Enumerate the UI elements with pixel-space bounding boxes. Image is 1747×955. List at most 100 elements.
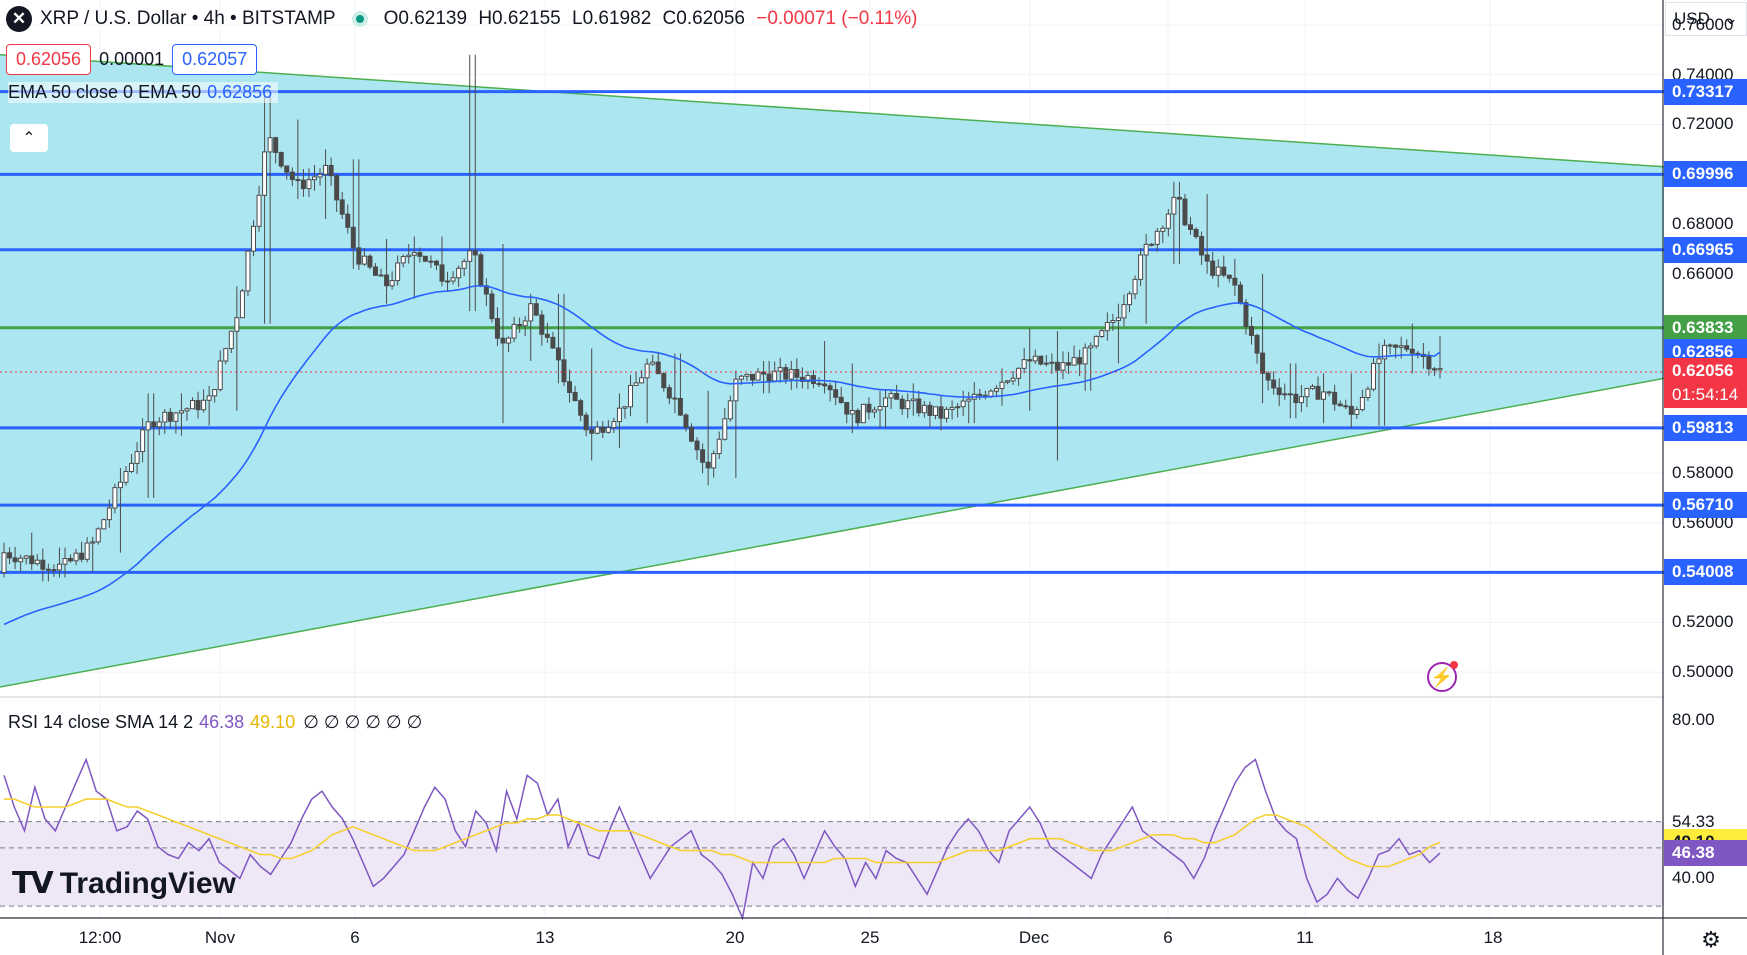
candle-body xyxy=(993,388,999,392)
candle-body xyxy=(267,137,273,153)
candle-body xyxy=(273,137,279,153)
candle-body xyxy=(1115,317,1121,322)
price-tick-label: 0.66000 xyxy=(1672,263,1734,283)
candle-body xyxy=(1199,236,1205,256)
candle-body xyxy=(910,398,916,402)
candle-body xyxy=(727,400,733,420)
settings-gear-icon[interactable]: ⚙ xyxy=(1701,927,1721,952)
candle-body xyxy=(677,397,683,416)
level-price-tag: 0.73317 xyxy=(1664,78,1747,105)
candle-body xyxy=(1254,334,1260,354)
candle-body xyxy=(62,557,68,565)
candle-body xyxy=(655,361,661,375)
lightning-alert-icon[interactable]: ⚡ xyxy=(1427,661,1458,692)
rsi-legend[interactable]: RSI 14 close SMA 14 2 46.38 49.10 ∅ ∅ ∅ ∅ ∅… xyxy=(8,712,422,733)
candle-body xyxy=(1043,362,1049,365)
candle-body xyxy=(1226,274,1232,279)
candle-body xyxy=(461,260,467,269)
candle-body xyxy=(245,250,251,292)
sell-button[interactable]: 0.62056 xyxy=(6,43,92,75)
candle-body xyxy=(1138,254,1144,280)
time-tick-label: Nov xyxy=(204,928,236,947)
candle-body xyxy=(411,252,417,256)
price-tick-label: 0.68000 xyxy=(1672,214,1734,234)
candle-body xyxy=(1382,344,1388,360)
candle-body xyxy=(23,555,29,559)
candle-body xyxy=(849,410,855,415)
candle-body xyxy=(34,559,40,565)
candle-body xyxy=(977,393,983,396)
candle-body xyxy=(1326,391,1332,394)
triangle-lower-trendline[interactable] xyxy=(0,377,1665,688)
change-value: −0.00071 (−0.11%) xyxy=(756,8,918,29)
candle-body xyxy=(123,470,129,483)
candle-body xyxy=(722,418,728,440)
candle-body xyxy=(217,360,223,391)
symbol-title[interactable]: XRP / U.S. Dollar • 4h • BITSTAMP xyxy=(40,8,336,29)
candle-body xyxy=(738,375,744,380)
ema-legend[interactable]: EMA 50 close 0 EMA 50 0.62856 xyxy=(8,82,279,103)
candle-body xyxy=(733,378,739,402)
candle-body xyxy=(73,552,79,562)
candle-body xyxy=(45,568,51,571)
triangle-upper-trendline[interactable] xyxy=(0,54,1665,168)
candle-body xyxy=(955,406,961,409)
candle-body xyxy=(1154,230,1160,245)
rsi-pane xyxy=(0,757,1664,921)
candle-body xyxy=(517,323,523,327)
buy-button[interactable]: 0.62057 xyxy=(172,43,258,75)
candle-body xyxy=(1343,405,1349,408)
rsi-tick-label: 54.33 xyxy=(1672,811,1715,831)
candle-body xyxy=(1237,284,1243,304)
candle-body xyxy=(40,559,46,570)
rsi-tick-label: 80.00 xyxy=(1672,709,1715,729)
tradingview-logo-icon: 𝗧𝗩 xyxy=(12,867,54,900)
candle-body xyxy=(206,395,212,401)
currency-select[interactable]: USD ⌄ xyxy=(1665,2,1747,36)
level-price-tag: 0.66965 xyxy=(1664,236,1747,263)
candle-body xyxy=(29,555,35,565)
candle-body xyxy=(1409,348,1415,354)
candle-body xyxy=(666,387,672,399)
candle-body xyxy=(323,164,329,175)
candle-body xyxy=(300,179,306,190)
candle-body xyxy=(1393,344,1399,348)
candle-body xyxy=(167,411,173,422)
candle-body xyxy=(1182,198,1188,226)
candle-body xyxy=(833,389,839,398)
candle-body xyxy=(494,318,500,339)
candle-body xyxy=(289,171,295,181)
candle-body xyxy=(611,421,617,429)
candle-body xyxy=(1332,391,1338,405)
candle-body xyxy=(384,274,390,287)
candle-body xyxy=(239,290,245,319)
symmetrical-triangle[interactable] xyxy=(0,54,1664,688)
candle-body xyxy=(317,173,323,178)
candle-body xyxy=(988,390,994,397)
rsi-value-tag: 46.38 xyxy=(1664,840,1747,867)
chevron-down-icon: ⌄ xyxy=(1723,9,1738,28)
bar-countdown-tag: 01:54:14 xyxy=(1664,381,1747,408)
candle-body xyxy=(1188,224,1194,230)
collapse-legend-button[interactable]: ⌃ xyxy=(10,124,48,152)
candle-body xyxy=(1376,358,1382,364)
ema-legend-value: 0.62856 xyxy=(207,82,273,102)
candle-body xyxy=(794,368,800,378)
candle-body xyxy=(838,396,844,404)
candle-body xyxy=(1060,362,1066,371)
rsi-legend-label: RSI 14 close SMA 14 2 xyxy=(8,712,194,732)
candle-body xyxy=(395,262,401,282)
candle-body xyxy=(195,400,201,411)
candle-body xyxy=(578,400,584,416)
candle-body xyxy=(184,408,190,412)
candle-body xyxy=(938,406,944,419)
candle-body xyxy=(1171,196,1177,215)
candle-body xyxy=(639,377,645,384)
candle-body xyxy=(1121,304,1127,319)
candle-body xyxy=(79,552,85,560)
candle-body xyxy=(201,399,207,411)
candle-body xyxy=(511,323,517,339)
candle-body xyxy=(1204,254,1210,262)
candle-body xyxy=(350,226,356,249)
